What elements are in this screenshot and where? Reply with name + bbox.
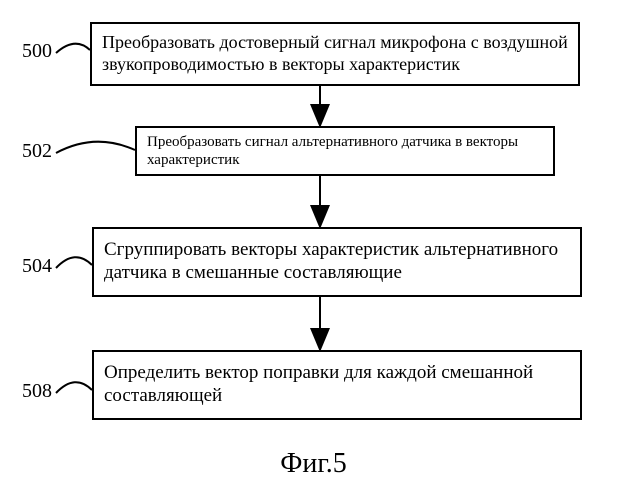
flowchart-canvas: Преобразовать достоверный сигнал микрофо…: [0, 0, 627, 500]
flow-node-500: Преобразовать достоверный сигнал микрофо…: [90, 22, 580, 86]
flow-node-502: Преобразовать сигнал альтернативного дат…: [135, 126, 555, 176]
flow-node-504: Сгруппировать векторы характеристик альт…: [92, 227, 582, 297]
node-label-500: 500: [22, 40, 52, 63]
flow-node-text: Определить вектор поправки для каждой см…: [104, 362, 570, 408]
label-text: 508: [22, 380, 52, 402]
flow-node-text: Сгруппировать векторы характеристик альт…: [104, 239, 570, 285]
node-label-502: 502: [22, 140, 52, 163]
figure-caption: Фиг.5: [0, 448, 627, 480]
label-text: 502: [22, 140, 52, 162]
label-text: 500: [22, 40, 52, 62]
flow-node-text: Преобразовать достоверный сигнал микрофо…: [102, 32, 568, 75]
flow-node-508: Определить вектор поправки для каждой см…: [92, 350, 582, 420]
label-text: 504: [22, 255, 52, 277]
flow-node-text: Преобразовать сигнал альтернативного дат…: [147, 133, 543, 169]
node-label-508: 508: [22, 380, 52, 403]
caption-text: Фиг.5: [280, 448, 346, 479]
node-label-504: 504: [22, 255, 52, 278]
